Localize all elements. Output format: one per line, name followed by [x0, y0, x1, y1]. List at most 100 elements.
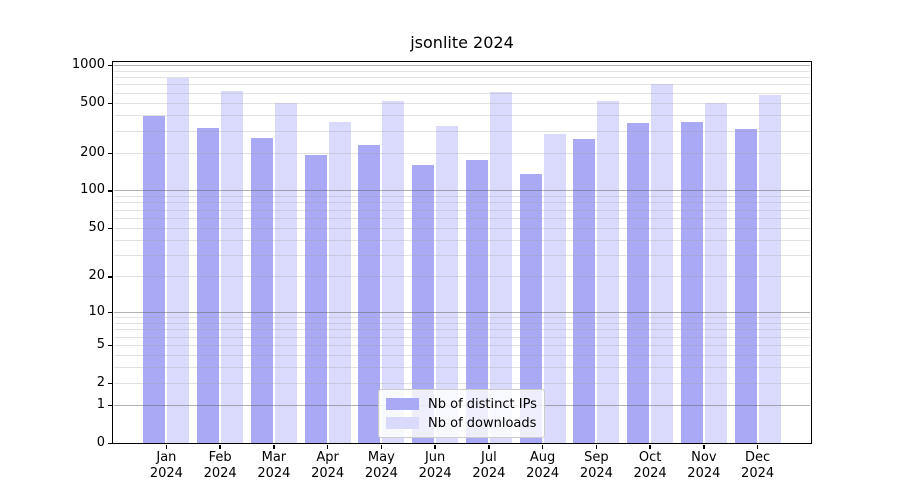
y-tick-label: 0	[96, 435, 105, 450]
y-tick-mark	[108, 276, 112, 278]
bar-downloads-jan	[167, 77, 190, 443]
bar-downloads-aug	[543, 133, 566, 443]
x-tick-mark	[219, 444, 221, 449]
legend-label: Nb of distinct IPs	[428, 396, 537, 412]
x-tick-mark	[380, 444, 383, 449]
gridline-minor	[114, 76, 810, 78]
bar-distinct-ips-dec	[734, 129, 757, 443]
gridline-minor	[114, 227, 810, 229]
legend-item-distinct-ips: Nb of distinct IPs	[386, 397, 537, 412]
legend-swatch-downloads	[386, 417, 419, 429]
gridline-minor	[114, 382, 810, 384]
bar-downloads-feb	[221, 90, 244, 443]
x-tick-mark	[595, 444, 598, 449]
gridline-minor	[114, 217, 810, 219]
x-tick-label: Nov 2024	[687, 450, 721, 481]
bar-downloads-mar	[274, 103, 297, 443]
y-tick-mark	[108, 382, 112, 385]
bar-downloads-jun	[436, 125, 459, 443]
y-tick-label: 2	[96, 374, 105, 390]
x-tick-mark	[434, 444, 436, 449]
chart-title: jsonlite 2024	[410, 33, 514, 52]
y-tick-label: 200	[80, 144, 105, 160]
bar-downloads-apr	[328, 122, 351, 443]
gridline-minor	[114, 276, 810, 278]
gridline-minor	[114, 329, 810, 331]
bar-distinct-ips-jul	[465, 159, 488, 443]
legend: Nb of distinct IPs Nb of downloads	[378, 389, 545, 438]
bar-distinct-ips-nov	[680, 121, 703, 443]
y-tick-label: 50	[88, 219, 105, 235]
x-tick-label: Aug 2024	[526, 450, 560, 481]
x-tick-label: Sep 2024	[579, 450, 613, 481]
y-tick-mark	[108, 344, 112, 347]
x-tick-label: Dec 2024	[741, 450, 775, 481]
y-tick-label: 10	[88, 303, 105, 319]
y-tick-mark	[108, 190, 112, 192]
y-tick-label: 1	[96, 397, 105, 413]
x-tick-mark	[273, 444, 275, 449]
y-tick-mark	[108, 405, 112, 407]
y-tick-mark	[108, 311, 112, 314]
gridline-minor	[114, 202, 810, 204]
y-tick-mark	[108, 152, 112, 155]
x-tick-label: Oct 2024	[633, 450, 667, 481]
bar-distinct-ips-apr	[304, 154, 327, 443]
x-tick-label: Mar 2024	[257, 450, 291, 481]
gridline-minor	[114, 344, 810, 346]
x-tick-mark	[165, 444, 168, 449]
x-tick-mark	[541, 444, 544, 449]
x-tick-label: Jun 2024	[418, 450, 452, 481]
x-tick-mark	[488, 444, 490, 449]
bar-distinct-ips-mar	[250, 137, 273, 443]
bar-distinct-ips-aug	[519, 174, 542, 443]
gridline-minor	[114, 322, 810, 324]
bar-distinct-ips-jun	[412, 164, 435, 443]
gridline-minor	[114, 255, 810, 256]
y-tick-label: 1000	[71, 56, 105, 72]
bar-distinct-ips-jan	[143, 116, 166, 443]
bar-downloads-nov	[704, 102, 727, 443]
y-tick-label: 5	[96, 336, 105, 352]
gridline-minor	[114, 70, 810, 72]
gridline-minor	[114, 354, 810, 356]
x-tick-label: Feb 2024	[203, 450, 237, 481]
bar-downloads-may	[382, 101, 405, 443]
gridline-major	[114, 190, 810, 192]
y-tick-label: 500	[80, 94, 105, 110]
y-tick-label: 20	[88, 268, 105, 284]
y-tick-mark	[108, 64, 112, 67]
x-tick-label: May 2024	[364, 450, 398, 481]
y-tick-mark	[108, 102, 112, 105]
gridline-minor	[114, 316, 810, 318]
gridline-minor	[114, 102, 810, 104]
x-tick-label: Jul 2024	[472, 450, 506, 481]
legend-item-downloads: Nb of downloads	[386, 416, 537, 431]
x-tick-mark	[326, 444, 329, 449]
legend-swatch-distinct-ips	[386, 398, 419, 410]
gridline-minor	[114, 114, 810, 116]
gridline-minor	[114, 196, 810, 197]
x-tick-mark	[649, 444, 651, 449]
gridline-minor	[114, 84, 810, 86]
y-tick-label: 100	[80, 182, 105, 198]
x-tick-label: Jan 2024	[149, 450, 183, 481]
x-tick-label: Apr 2024	[311, 450, 345, 481]
bar-distinct-ips-may	[358, 144, 381, 443]
gridline-minor	[114, 239, 810, 241]
gridline-minor	[114, 209, 810, 211]
bar-distinct-ips-oct	[627, 122, 650, 443]
gridline-minor	[114, 152, 810, 154]
legend-label: Nb of downloads	[428, 415, 537, 431]
bar-distinct-ips-feb	[197, 127, 220, 443]
y-tick-mark	[108, 227, 112, 230]
gridline-minor	[114, 92, 810, 94]
gridline-minor	[114, 367, 810, 369]
gridline-minor	[114, 336, 810, 338]
x-tick-mark	[703, 444, 705, 449]
bar-downloads-oct	[651, 83, 674, 443]
bar-downloads-sep	[597, 101, 620, 443]
x-tick-mark	[756, 444, 759, 449]
gridline-major	[114, 64, 810, 66]
